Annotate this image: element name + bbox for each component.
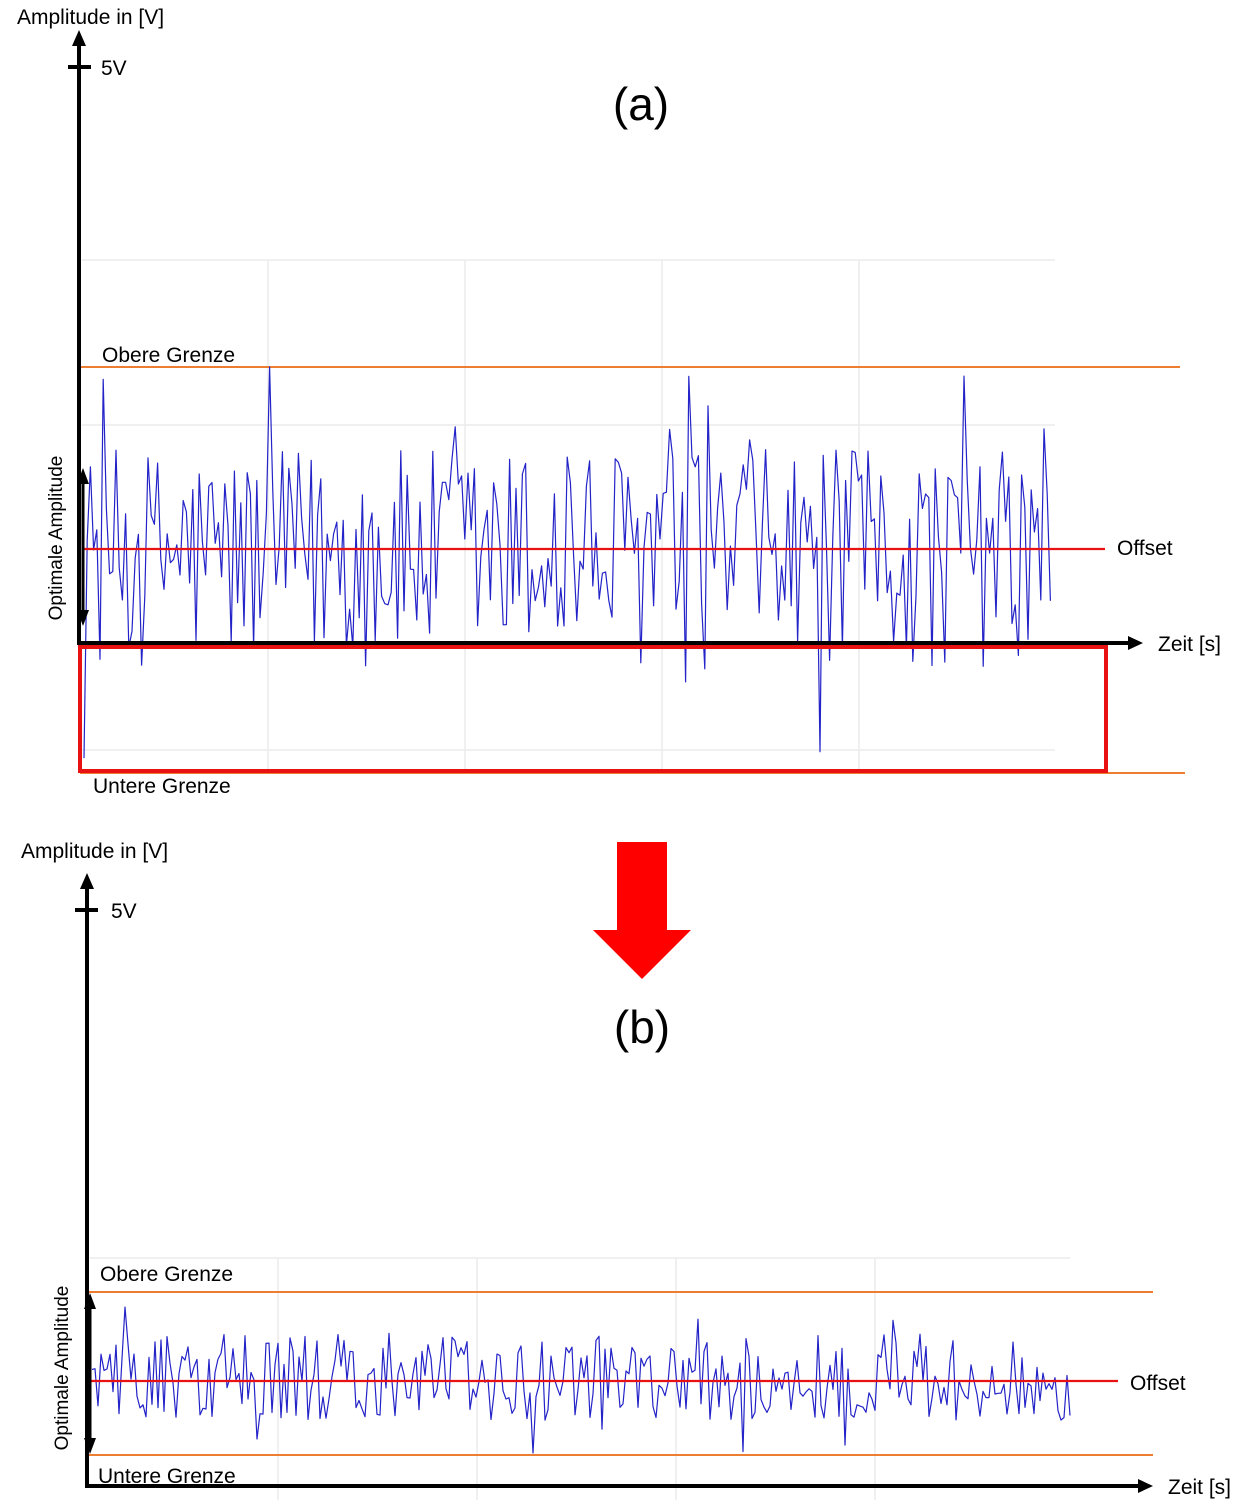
panel-a-signal-line (83, 366, 1051, 759)
panel-a-optimal-amplitude-arrow (77, 468, 89, 626)
panel-b-y-axis-arrowhead (80, 873, 94, 889)
panel-b-optimal-amplitude-label: Optimale Amplitude (52, 1286, 73, 1451)
panel-a-5v-tick-label: 5V (101, 57, 127, 80)
panel-b-x-axis-label: Zeit [s] (1168, 1476, 1231, 1499)
panel-a: Amplitude in [V] 5V (a) Obere Grenze Off… (17, 6, 1221, 798)
panel-b-lower-limit-label: Untere Grenze (98, 1465, 236, 1488)
panel-a-optimal-amplitude-label: Optimale Amplitude (46, 456, 67, 621)
panel-a-lower-limit-label: Untere Grenze (93, 775, 231, 798)
panel-b-label: (b) (614, 1001, 670, 1053)
panel-b-y-axis-label: Amplitude in [V] (21, 840, 168, 863)
panel-a-grid (82, 259, 1055, 770)
panel-b-signal-line (91, 1306, 1071, 1454)
panel-a-offset-label: Offset (1117, 537, 1173, 560)
panel-b-offset-label: Offset (1130, 1372, 1186, 1395)
panel-b-optimal-amplitude-arrow (84, 1293, 96, 1454)
panel-a-x-axis-label: Zeit [s] (1158, 633, 1221, 656)
panel-a-y-axis-label: Amplitude in [V] (17, 6, 164, 29)
panel-a-label: (a) (613, 78, 669, 130)
panel-a-clipping-highlight-box (78, 645, 1108, 773)
panel-b-x-axis-arrowhead (1138, 1479, 1153, 1493)
panel-b-5v-tick-label: 5V (111, 900, 137, 923)
panel-a-y-axis-arrowhead (72, 30, 86, 46)
panel-a-upper-limit-label: Obere Grenze (102, 344, 235, 367)
panel-b-upper-limit-label: Obere Grenze (100, 1263, 233, 1286)
panel-a-x-axis-arrowhead (1128, 636, 1143, 650)
down-arrow-icon (593, 842, 691, 979)
panel-b: Amplitude in [V] 5V (b) Obere Grenze Off… (21, 840, 1231, 1500)
